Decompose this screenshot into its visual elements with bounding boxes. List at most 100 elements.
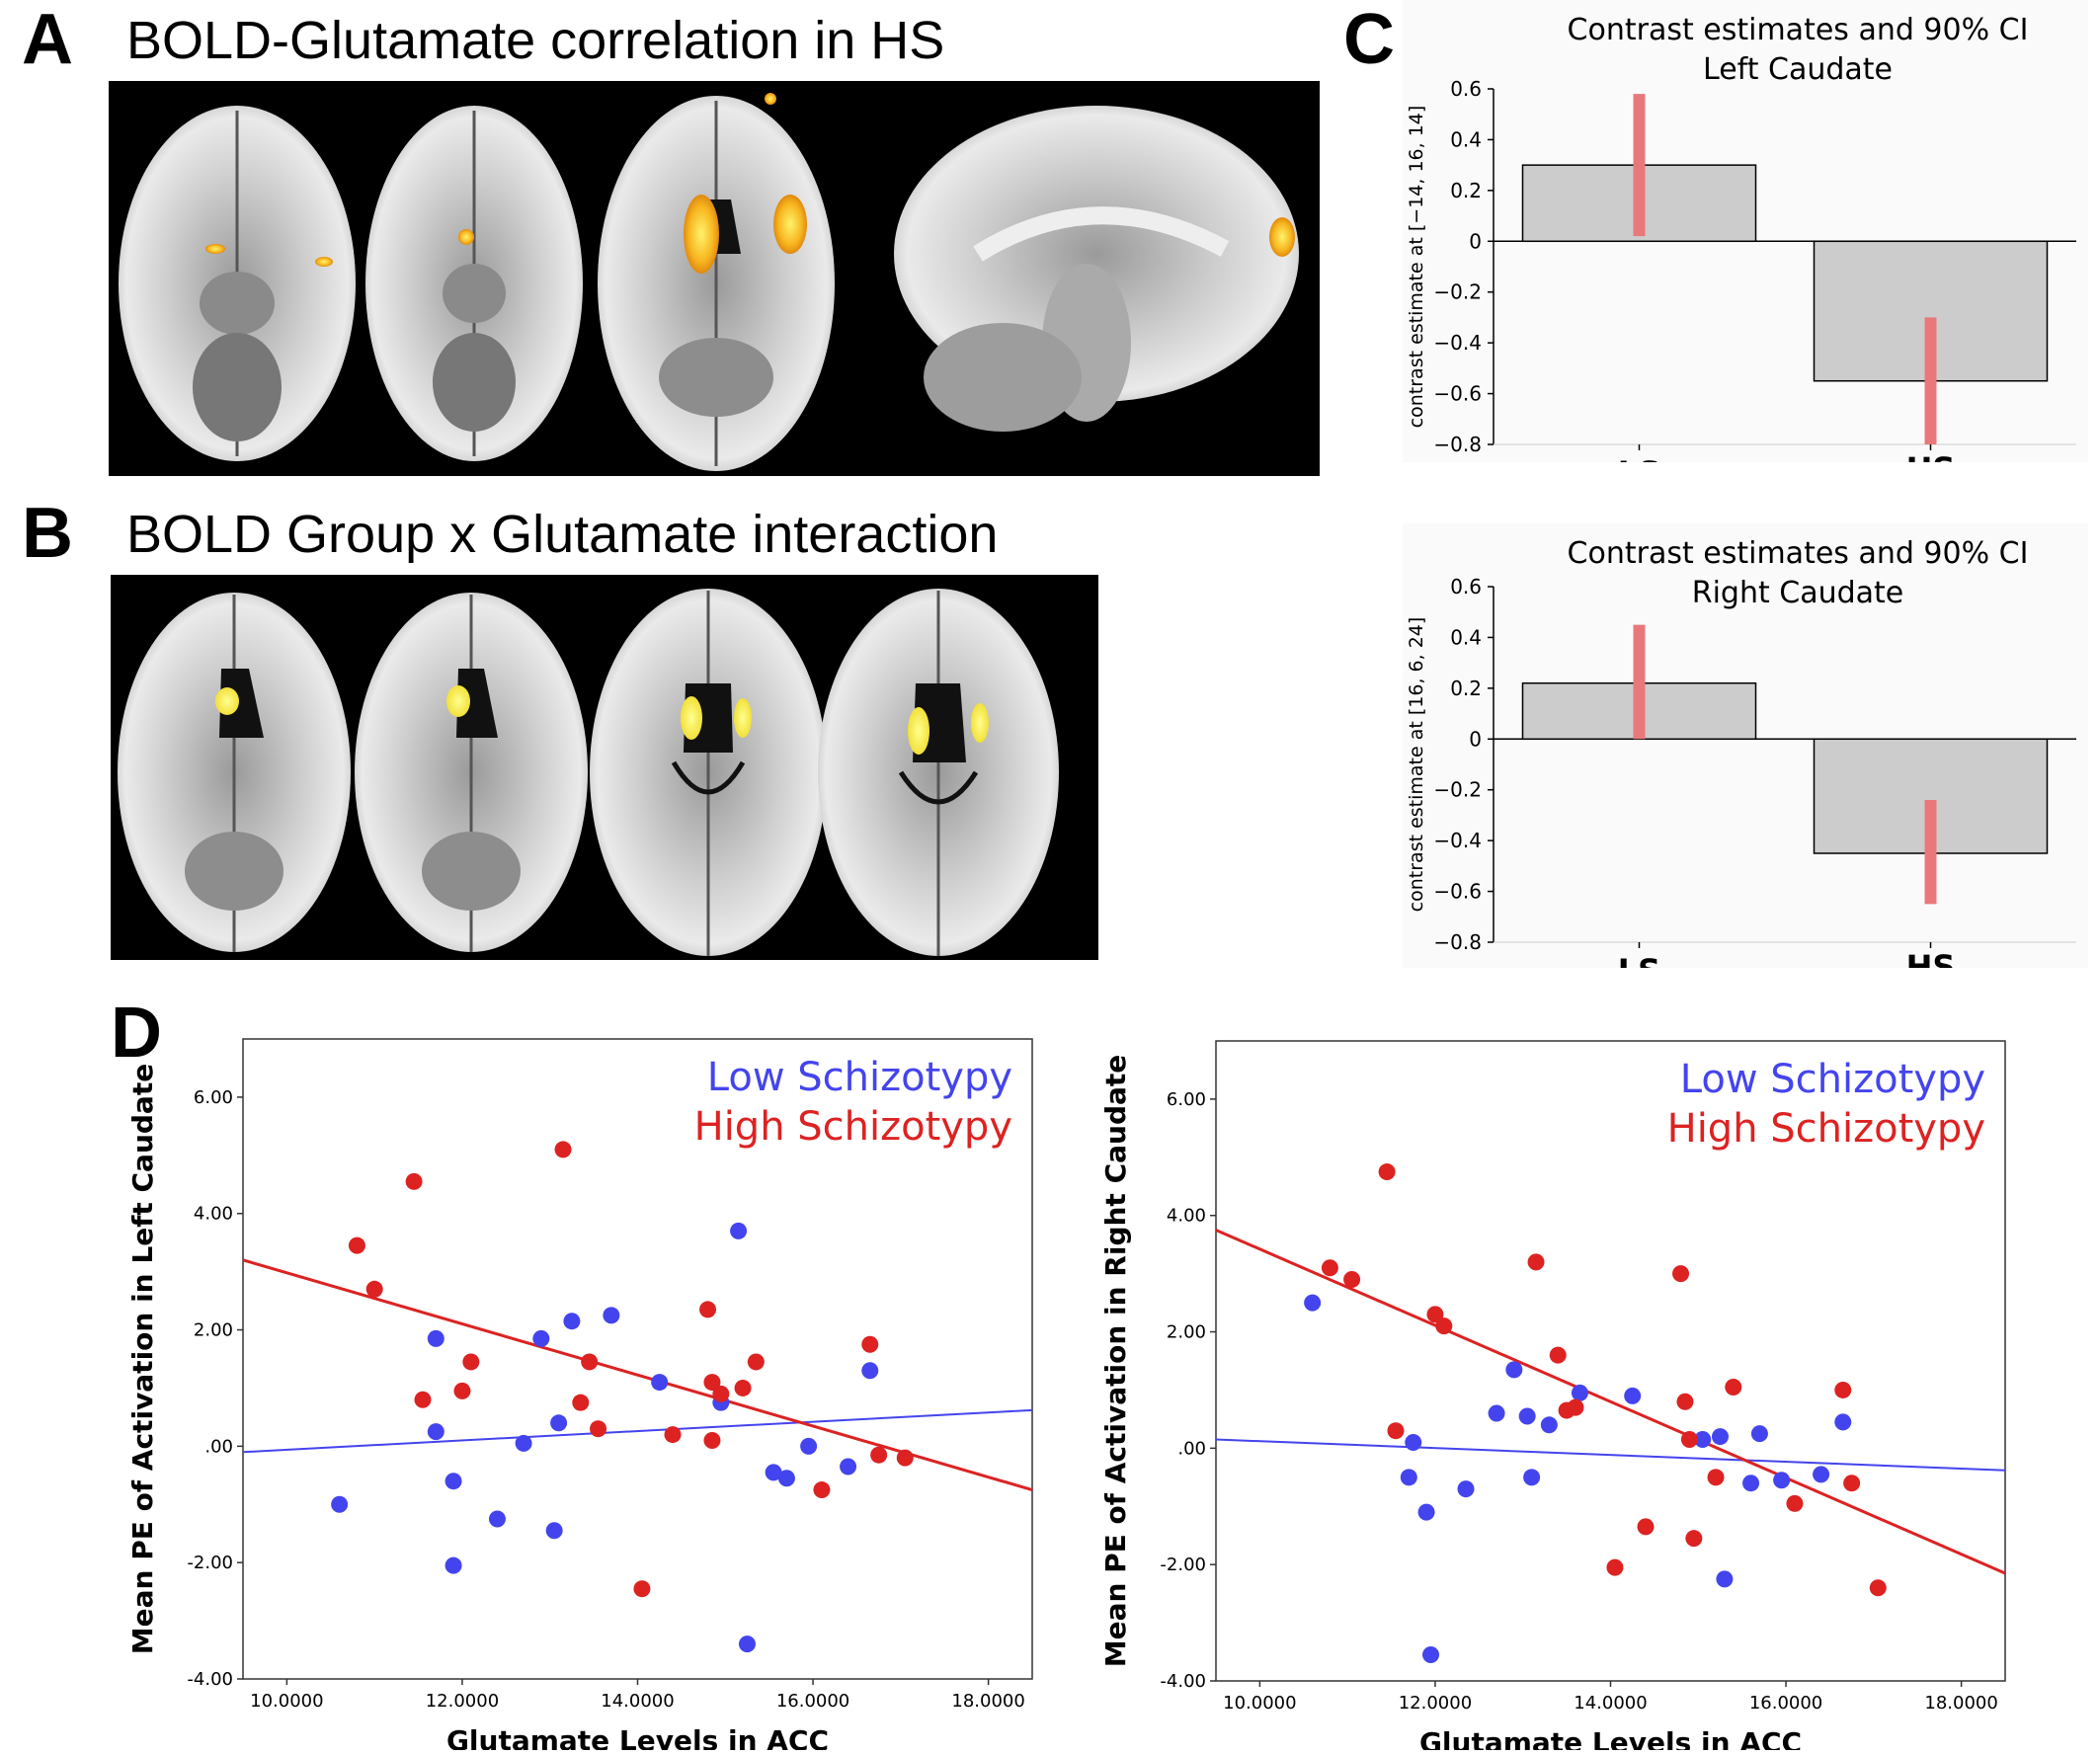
y-tick-label: -4.00 — [1160, 1671, 1206, 1692]
x-tick-label: 16.0000 — [1749, 1693, 1822, 1714]
point-high-schizotypy — [1343, 1271, 1361, 1289]
point-low-schizotypy — [563, 1313, 581, 1330]
brain-slices-b — [118, 589, 1059, 956]
x-axis-label: Glutamate Levels in ACC — [1419, 1726, 1802, 1750]
point-low-schizotypy — [1813, 1466, 1830, 1483]
y-tick-label: 2.00 — [1167, 1322, 1206, 1343]
point-low-schizotypy — [515, 1434, 532, 1452]
y-tick-label: -4.00 — [187, 1669, 233, 1690]
y-tick-label: 0.6 — [1450, 575, 1482, 598]
y-tick-label: 6.00 — [194, 1087, 233, 1108]
x-tick-label: 10.0000 — [250, 1691, 323, 1712]
legend-high-schizotypy: High Schizotypy — [694, 1104, 1012, 1150]
point-low-schizotypy — [331, 1495, 349, 1513]
panel-a-title: BOLD-Glutamate correlation in HS — [126, 11, 945, 70]
panel-label-b: B — [22, 494, 73, 573]
x-axis-label: Glutamate Levels in ACC — [446, 1724, 829, 1750]
brain-image-panel-b — [111, 575, 1098, 960]
point-low-schizotypy — [1711, 1428, 1729, 1446]
plot-frame — [242, 1038, 1033, 1680]
point-low-schizotypy — [532, 1329, 550, 1347]
point-high-schizotypy — [1527, 1253, 1545, 1271]
point-high-schizotypy — [1426, 1306, 1444, 1323]
point-low-schizotypy — [861, 1362, 879, 1380]
point-high-schizotypy — [1834, 1381, 1852, 1398]
y-axis-label: Mean PE of Activation in Right Caudate — [1101, 1055, 1132, 1668]
point-low-schizotypy — [1694, 1431, 1712, 1449]
point-high-schizotypy — [348, 1236, 365, 1254]
point-low-schizotypy — [1417, 1503, 1435, 1521]
chart-title: Contrast estimates and 90% CI — [1568, 536, 2029, 571]
axial-slice-2 — [365, 106, 583, 461]
point-high-schizotypy — [712, 1385, 730, 1402]
y-tick-label: −0.4 — [1433, 331, 1482, 355]
fit-line-low-schizotypy — [1215, 1438, 2006, 1472]
point-high-schizotypy — [699, 1301, 717, 1318]
point-high-schizotypy — [1672, 1265, 1690, 1283]
y-tick-label: −0.6 — [1433, 880, 1482, 904]
point-low-schizotypy — [765, 1464, 782, 1481]
y-tick-label: 6.00 — [1167, 1089, 1206, 1110]
point-low-schizotypy — [738, 1635, 756, 1653]
point-low-schizotypy — [1716, 1570, 1734, 1588]
point-low-schizotypy — [545, 1522, 563, 1540]
point-high-schizotypy — [1387, 1422, 1405, 1440]
point-high-schizotypy — [703, 1431, 721, 1449]
y-tick-label: −0.8 — [1433, 433, 1482, 456]
x-tick-label-ls: LS — [1618, 454, 1660, 462]
axial-slice-b1 — [118, 593, 351, 952]
point-high-schizotypy — [1606, 1558, 1624, 1576]
axial-slice-1 — [119, 106, 356, 461]
point-high-schizotypy — [1725, 1379, 1742, 1396]
point-low-schizotypy — [1540, 1416, 1558, 1434]
point-high-schizotypy — [633, 1580, 651, 1598]
point-low-schizotypy — [730, 1222, 748, 1239]
y-tick-label: −0.6 — [1433, 382, 1482, 406]
point-high-schizotypy — [1786, 1494, 1804, 1512]
sagittal-slice — [894, 106, 1299, 432]
point-low-schizotypy — [1624, 1387, 1642, 1404]
x-tick-label: 14.0000 — [601, 1691, 674, 1712]
legend-low-schizotypy: Low Schizotypy — [1680, 1057, 1985, 1102]
point-low-schizotypy — [488, 1510, 506, 1528]
point-low-schizotypy — [444, 1473, 462, 1490]
axial-slice-b4 — [818, 589, 1059, 956]
y-axis-label: contrast estimate at [16, 6, 24] — [1406, 617, 1427, 913]
point-high-schizotypy — [554, 1141, 572, 1158]
point-low-schizotypy — [444, 1556, 462, 1574]
axial-slice-3 — [598, 93, 835, 471]
x-tick-label: 18.0000 — [1924, 1693, 1997, 1714]
point-low-schizotypy — [550, 1414, 568, 1432]
point-high-schizotypy — [703, 1374, 721, 1392]
y-tick-label: −0.2 — [1433, 280, 1482, 304]
point-high-schizotypy — [462, 1353, 480, 1371]
legend-high-schizotypy: High Schizotypy — [1667, 1106, 1985, 1152]
fit-line-high-schizotypy — [1215, 1229, 2006, 1575]
panel-label-c: C — [1343, 0, 1395, 79]
y-tick-label: .00 — [204, 1436, 233, 1457]
point-low-schizotypy — [800, 1437, 818, 1455]
point-low-schizotypy — [1405, 1433, 1422, 1451]
point-high-schizotypy — [365, 1280, 383, 1298]
contrast-chart-left-caudate: Contrast estimates and 90% CI Left Caudat… — [1403, 0, 2088, 492]
point-high-schizotypy — [747, 1353, 765, 1371]
point-high-schizotypy — [581, 1353, 599, 1371]
point-high-schizotypy — [1637, 1518, 1655, 1536]
axial-slice-b2 — [355, 593, 588, 952]
point-high-schizotypy — [664, 1426, 682, 1444]
point-high-schizotypy — [414, 1391, 432, 1408]
point-high-schizotypy — [1685, 1530, 1703, 1548]
x-tick-label: 18.0000 — [951, 1691, 1024, 1712]
point-low-schizotypy — [1457, 1480, 1475, 1498]
point-high-schizotypy — [1843, 1475, 1861, 1492]
point-high-schizotypy — [1378, 1163, 1396, 1181]
x-tick-label-hs: HS — [1906, 450, 1956, 462]
point-high-schizotypy — [861, 1335, 879, 1353]
x-tick-label: 10.0000 — [1223, 1693, 1296, 1714]
y-tick-label: -2.00 — [1160, 1555, 1206, 1575]
point-high-schizotypy — [896, 1449, 914, 1467]
point-high-schizotypy — [734, 1379, 752, 1396]
scatter-left-caudate: 6.00 4.00 2.00 .00 -2.00 -4.00 10.0000 12.0000 1… — [126, 1027, 1047, 1755]
y-tick-label: 0.6 — [1450, 77, 1482, 101]
point-low-schizotypy — [840, 1458, 857, 1476]
